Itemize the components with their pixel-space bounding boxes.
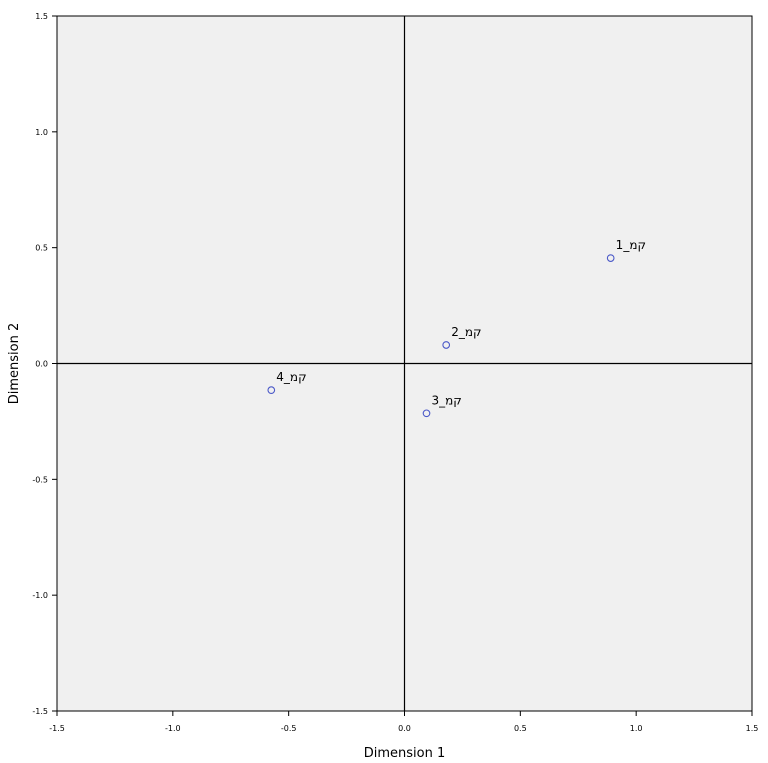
point-label: קמ_3 <box>432 393 462 407</box>
y-tick-label: 0.0 <box>35 360 48 369</box>
y-tick-label: -1.0 <box>32 591 48 600</box>
x-tick-label: -0.5 <box>281 724 297 733</box>
scatter-point <box>422 409 431 418</box>
y-tick-label: 0.5 <box>35 244 48 253</box>
x-tick-label: 0.0 <box>398 724 411 733</box>
point-label: קמ_2 <box>451 325 481 339</box>
x-axis-title: Dimension 1 <box>364 746 446 761</box>
x-axis-ticks: -1.5 -1.0 -0.5 0.0 0.5 1.0 1.5 <box>49 711 758 733</box>
x-tick-label: -1.0 <box>165 724 181 733</box>
point-label: קמ_4 <box>276 370 306 384</box>
x-tick-label: 1.5 <box>746 724 759 733</box>
x-tick-label: 0.5 <box>514 724 527 733</box>
y-axis-title: Dimension 2 <box>7 323 22 405</box>
scatter-point <box>442 341 451 349</box>
y-tick-label: -1.5 <box>32 707 48 716</box>
y-tick-label: 1.0 <box>35 128 48 137</box>
y-axis-ticks: -1.5 -1.0 -0.5 0.0 0.5 1.0 1.5 <box>32 12 57 716</box>
scatter-point <box>606 254 615 262</box>
point-label: קמ_1 <box>616 238 646 252</box>
x-tick-label: 1.0 <box>630 724 643 733</box>
y-tick-label: -0.5 <box>32 475 48 484</box>
scatter-point <box>267 386 276 394</box>
y-tick-label: 1.5 <box>35 12 48 21</box>
data-points: קמ_1 קמ_2 קמ_3 קמ_4 <box>267 238 646 418</box>
x-tick-label: -1.5 <box>49 724 65 733</box>
reference-lines <box>57 16 752 711</box>
